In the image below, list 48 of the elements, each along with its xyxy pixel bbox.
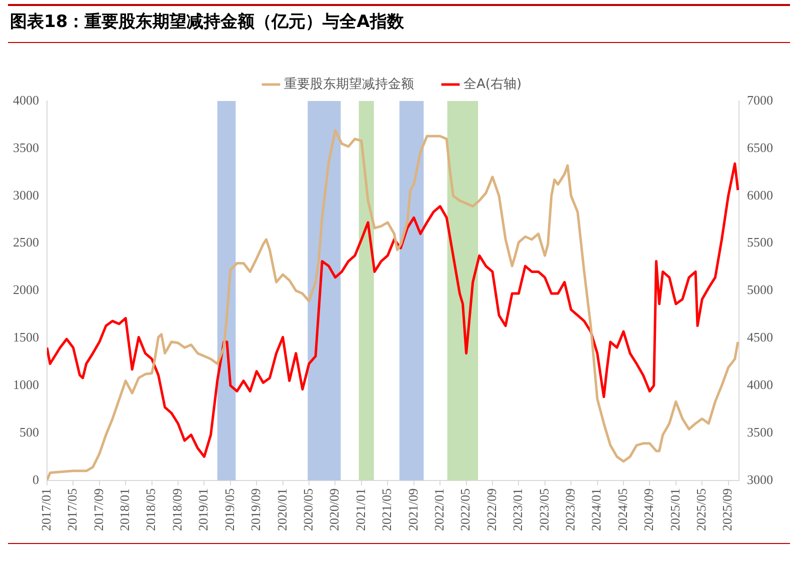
x-tick-label: 2020/01 bbox=[274, 488, 290, 532]
x-tick-label: 2024/05 bbox=[614, 488, 630, 532]
x-tick-label: 2023/01 bbox=[510, 488, 526, 532]
y2-tick-label: 3500 bbox=[747, 424, 773, 440]
y2-tick-label: 4500 bbox=[747, 330, 773, 345]
y2-tick-label: 6000 bbox=[747, 187, 773, 202]
y2-tick-label: 7000 bbox=[747, 92, 773, 108]
x-tick-label: 2018/05 bbox=[143, 488, 158, 532]
y2-tick-label: 4000 bbox=[747, 376, 773, 392]
x-tick-label: 2021/01 bbox=[352, 488, 368, 532]
x-tick-label: 2024/01 bbox=[588, 488, 604, 532]
x-tick-label: 2018/01 bbox=[117, 488, 132, 532]
x-tick-label: 2025/05 bbox=[694, 488, 709, 532]
legend-label: 全A(右轴) bbox=[463, 76, 522, 92]
x-tick-label: 2025/09 bbox=[720, 488, 735, 532]
x-tick-label: 2020/09 bbox=[326, 488, 342, 532]
y-tick-label: 500 bbox=[20, 424, 39, 440]
x-tick-label: 2017/09 bbox=[90, 488, 106, 532]
x-tick-label: 2023/09 bbox=[562, 488, 578, 532]
legend-label: 重要股东期望减持金额 bbox=[284, 76, 414, 92]
y2-tick-label: 6500 bbox=[747, 140, 773, 155]
y-tick-label: 3000 bbox=[13, 187, 39, 202]
y-tick-label: 1500 bbox=[13, 330, 39, 345]
y-tick-label: 1000 bbox=[13, 376, 39, 392]
y-tick-label: 4000 bbox=[13, 92, 39, 108]
x-tick-label: 2025/01 bbox=[667, 488, 682, 532]
x-tick-label: 2019/05 bbox=[222, 488, 237, 532]
x-tick-label: 2018/09 bbox=[169, 488, 184, 532]
x-tick-label: 2024/09 bbox=[641, 488, 656, 532]
x-tick-label: 2020/05 bbox=[300, 488, 316, 532]
y2-tick-label: 3000 bbox=[747, 472, 773, 487]
x-tick-label: 2021/09 bbox=[405, 488, 420, 532]
x-tick-label: 2022/09 bbox=[484, 488, 499, 532]
x-tick-label: 2019/01 bbox=[196, 488, 211, 532]
x-tick-label: 2017/01 bbox=[38, 488, 54, 532]
x-tick-label: 2023/05 bbox=[536, 488, 552, 532]
y-tick-label: 0 bbox=[32, 472, 39, 487]
y2-tick-label: 5500 bbox=[747, 234, 773, 250]
y2-tick-label: 5000 bbox=[747, 282, 773, 298]
y-tick-label: 3500 bbox=[13, 140, 39, 155]
x-tick-label: 2022/01 bbox=[431, 488, 446, 532]
chart-title: 图表18：重要股东期望减持金额（亿元）与全A指数 bbox=[10, 11, 404, 33]
x-tick-label: 2022/05 bbox=[458, 488, 473, 532]
y-tick-label: 2500 bbox=[13, 234, 39, 250]
x-tick-label: 2017/05 bbox=[64, 488, 80, 532]
y-tick-label: 2000 bbox=[13, 282, 39, 298]
x-tick-label: 2021/05 bbox=[379, 488, 394, 532]
x-tick-label: 2019/09 bbox=[248, 488, 264, 532]
